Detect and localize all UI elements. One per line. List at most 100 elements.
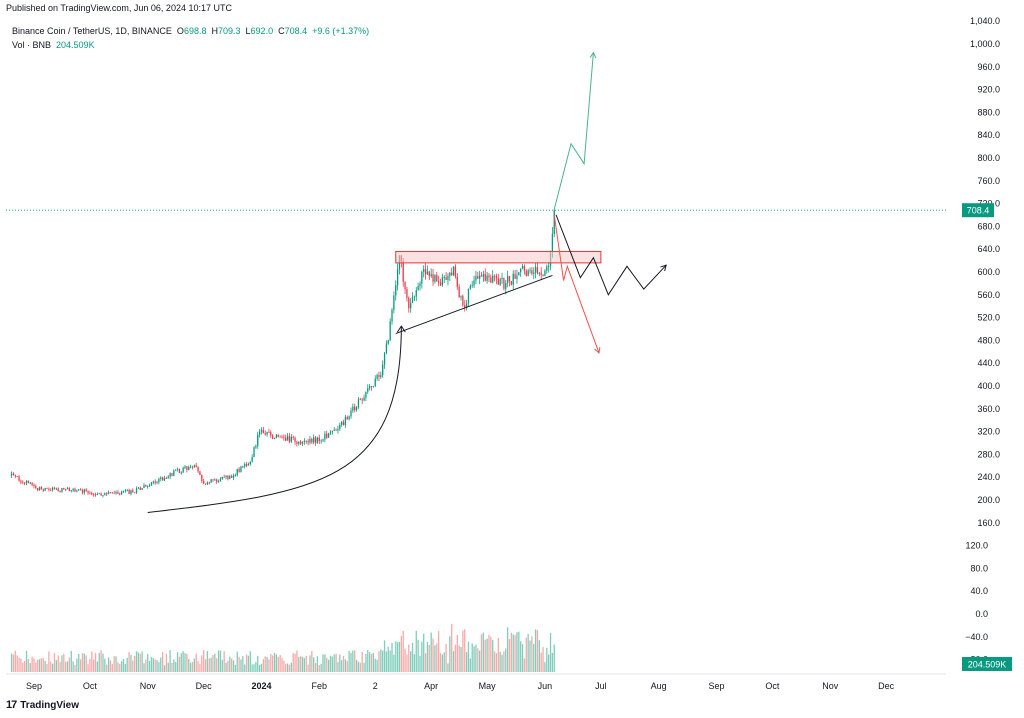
candle-body: [314, 437, 317, 443]
volume-bar: [92, 659, 95, 672]
candle-body: [492, 275, 494, 283]
candle-body: [380, 375, 382, 378]
volume-bar: [238, 656, 240, 672]
candle-body: [341, 422, 343, 425]
volume-bar: [314, 663, 317, 672]
candle-body: [503, 278, 505, 289]
price-tick-label: 1,040.0: [970, 16, 1000, 26]
volume-bar: [525, 637, 527, 672]
candle-body: [230, 476, 233, 478]
volume-bar: [436, 643, 438, 672]
candle-body: [406, 289, 408, 298]
volume-bar: [348, 650, 350, 672]
candle-body: [240, 466, 242, 472]
volume-bar: [35, 662, 37, 672]
volume-label[interactable]: Vol · BNB: [12, 40, 52, 50]
axes: 1,040.0 1,000.0 960.0 920.0 880.0 840.0 800.0 7…: [6, 16, 1012, 691]
volume-bar: [475, 644, 477, 672]
tradingview-brand[interactable]: 17 TradingView: [6, 699, 79, 711]
volume-bar: [380, 649, 382, 672]
symbol-label[interactable]: Binance Coin / TetherUS, 1D, BINANCE: [12, 26, 172, 36]
candle-body: [465, 303, 468, 308]
volume-bar: [40, 658, 43, 672]
volume-bar: [72, 661, 74, 672]
volume-bar: [391, 642, 393, 672]
candle-body: [408, 297, 410, 309]
volume-bar: [65, 661, 67, 672]
volume-bar: [221, 659, 223, 672]
volume-bar: [255, 661, 257, 672]
volume-bar: [66, 661, 69, 672]
volume-bar: [193, 658, 195, 672]
candle-body: [424, 269, 427, 275]
candle-body: [520, 268, 522, 273]
volume-bar: [434, 645, 436, 672]
volume-bar: [359, 662, 361, 672]
candle-body: [432, 274, 434, 282]
candle-body: [290, 436, 292, 442]
volume-bar: [145, 659, 147, 672]
candle-body: [354, 406, 356, 411]
candle-body: [479, 275, 481, 279]
low-label: L: [245, 26, 251, 36]
volume-bar: [445, 643, 447, 672]
volume-bar: [204, 659, 207, 672]
volume-bar: [352, 650, 354, 672]
volume-bar: [370, 653, 373, 672]
candle-body: [176, 469, 179, 470]
volume-bar: [324, 654, 326, 672]
volume-bar: [419, 655, 421, 672]
volume-bar: [546, 647, 548, 672]
candle-body: [464, 305, 466, 308]
candle-body: [421, 271, 423, 284]
candle-body: [368, 386, 371, 389]
candle-body: [55, 488, 58, 490]
volume-bar: [240, 659, 242, 672]
volume-bar: [38, 659, 41, 672]
volume-bar: [333, 654, 335, 672]
candle-body: [296, 441, 298, 444]
price-tick-label: 400.0: [977, 381, 1000, 391]
high-label: H: [211, 26, 218, 36]
candle-body: [92, 494, 95, 495]
volume-bar: [521, 643, 524, 672]
time-tick-label: Dec: [196, 681, 213, 691]
volume-bar: [87, 664, 89, 672]
volume-bar: [471, 643, 473, 672]
chart-legend: Binance Coin / TetherUS, 1D, BINANCE O69…: [12, 24, 369, 52]
candle-body: [447, 275, 449, 280]
volume-bar: [214, 653, 216, 672]
candle-body: [275, 434, 278, 438]
volume-bar: [281, 658, 283, 672]
candle-body: [529, 270, 531, 272]
volume-bar: [363, 662, 365, 672]
candle-body: [337, 429, 339, 431]
candle-body: [285, 437, 287, 441]
volume-bar: [236, 651, 238, 672]
volume-bar: [176, 652, 179, 672]
candle-body: [264, 433, 266, 435]
volume-bar: [182, 651, 184, 672]
volume-bar: [350, 652, 352, 672]
brand-label: TradingView: [20, 699, 79, 711]
resistance-zone: [395, 250, 602, 264]
volume-bar: [536, 630, 539, 672]
volume-bar: [520, 641, 522, 672]
volume-bar: [467, 641, 470, 672]
volume-bar: [147, 654, 149, 672]
volume-bar: [514, 635, 516, 672]
volume-bar: [161, 652, 164, 672]
volume-bar: [268, 659, 270, 672]
volume-bar: [374, 658, 376, 672]
volume-bar: [389, 650, 391, 672]
candle-body: [460, 296, 462, 298]
volume-bar: [14, 650, 16, 672]
candle-body: [512, 273, 514, 285]
volume-bar: [484, 639, 486, 672]
candle-body: [217, 481, 220, 483]
volume-bar: [191, 661, 194, 672]
candle-body: [288, 436, 291, 442]
price-tick-label: 680.0: [977, 221, 1000, 231]
candle-body: [171, 473, 173, 476]
